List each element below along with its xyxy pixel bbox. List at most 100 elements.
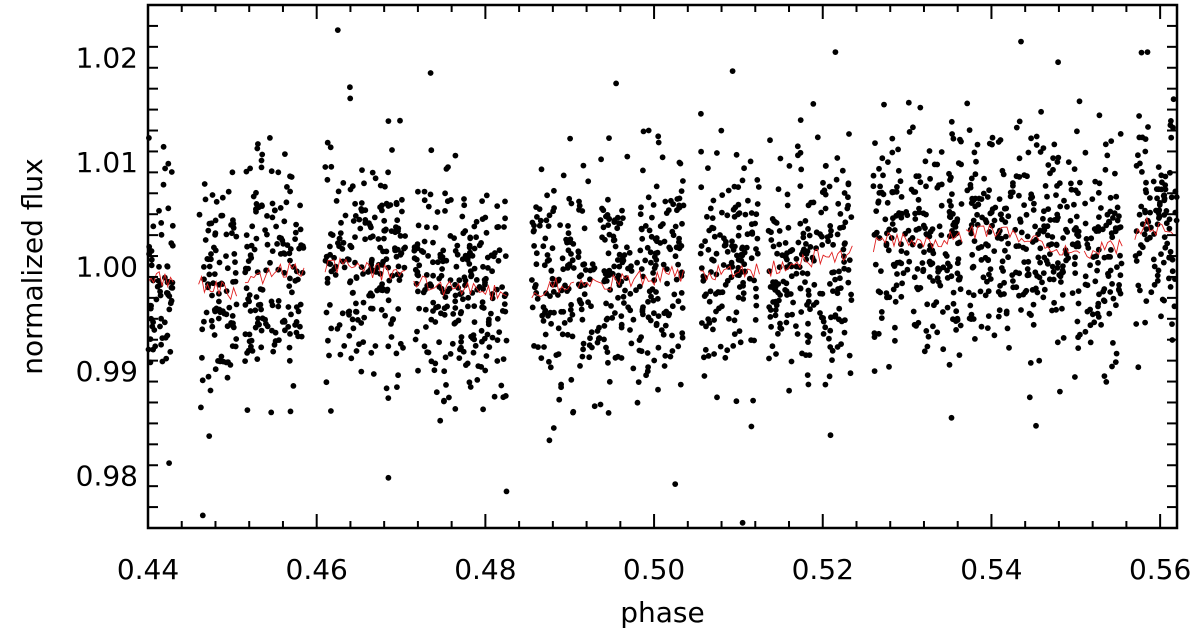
data-point-17 [157, 323, 163, 330]
data-point-1662 [921, 249, 927, 256]
data-point-269 [277, 205, 284, 211]
data-point-905 [678, 290, 685, 296]
data-point-603 [494, 203, 501, 210]
data-point-1069 [587, 267, 594, 274]
data-point-1434 [787, 261, 793, 268]
data-point-1443 [797, 285, 804, 291]
data-point-665 [503, 337, 510, 344]
data-point-1244 [714, 150, 720, 156]
data-point-1405 [805, 226, 811, 232]
data-point-1772 [972, 336, 978, 342]
data-point-1748 [1004, 325, 1011, 332]
data-point-1437 [804, 372, 811, 378]
data-point-356 [325, 337, 331, 344]
data-point-573 [441, 398, 447, 405]
data-point-1970 [1069, 241, 1076, 248]
data-point-1486 [915, 196, 922, 203]
data-point-1281 [770, 243, 777, 250]
data-point-2133 [1169, 256, 1176, 263]
data-point-1375 [838, 341, 844, 347]
data-point-720 [427, 281, 433, 288]
data-point-1680 [871, 368, 878, 374]
data-point-1306 [802, 279, 808, 285]
data-point-1640 [921, 348, 928, 355]
data-point-1378 [767, 284, 774, 290]
data-point-833 [529, 304, 536, 311]
data-point-739 [479, 338, 485, 345]
data-point-1727 [972, 171, 979, 178]
x-tick-label: 0.54 [960, 553, 1022, 586]
data-point-1235 [702, 346, 709, 353]
data-point-1173 [719, 209, 725, 216]
data-point-686 [465, 294, 472, 301]
data-point-410 [324, 139, 331, 146]
data-point-1441 [777, 320, 783, 327]
data-point-1841 [1065, 159, 1072, 166]
data-point-1033 [680, 178, 686, 184]
data-point-846 [549, 275, 556, 282]
data-point-582 [412, 336, 419, 343]
data-point-1537 [898, 248, 905, 255]
data-point-1393 [776, 241, 783, 248]
data-point-1719 [991, 217, 998, 224]
data-point-1095 [604, 315, 611, 322]
data-point-680 [479, 299, 486, 306]
data-point-2197 [613, 80, 619, 87]
data-point-1464 [840, 246, 847, 253]
data-point-669 [495, 257, 502, 264]
data-point-546 [449, 340, 456, 347]
data-point-933 [672, 223, 679, 230]
data-point-985 [679, 330, 686, 336]
data-point-2068 [1082, 328, 1089, 335]
data-point-1678 [955, 256, 962, 262]
data-point-1785 [1025, 149, 1032, 156]
data-point-307 [258, 344, 265, 351]
data-point-777 [566, 195, 573, 202]
data-point-1787 [1050, 166, 1056, 173]
data-point-1740 [1045, 206, 1052, 213]
data-point-1372 [778, 325, 785, 332]
data-point-512 [494, 315, 501, 322]
data-point-501 [358, 264, 365, 270]
data-point-1857 [1001, 279, 1007, 286]
data-point-638 [427, 191, 434, 198]
y-axis-label: normalized flux [16, 158, 49, 374]
data-point-371 [334, 325, 341, 332]
data-point-128 [229, 343, 236, 349]
data-point-679 [466, 242, 473, 249]
data-point-1953 [1069, 290, 1076, 296]
data-point-311 [385, 343, 392, 350]
data-point-244 [258, 202, 265, 209]
data-point-1974 [1075, 334, 1081, 341]
data-point-1008 [645, 364, 651, 370]
data-point-450 [326, 352, 332, 359]
data-point-1256 [731, 213, 738, 220]
data-point-1985 [978, 196, 985, 203]
data-point-714 [444, 288, 451, 295]
data-point-1999 [1110, 295, 1117, 302]
data-point-1145 [713, 250, 720, 257]
data-point-1472 [819, 242, 826, 248]
data-point-1884 [1064, 203, 1070, 210]
data-point-992 [598, 156, 604, 163]
data-point-1051 [662, 198, 669, 205]
data-point-1120 [699, 320, 705, 326]
data-point-1202 [729, 243, 735, 250]
data-point-995 [580, 162, 587, 169]
data-point-1667 [909, 241, 916, 248]
data-point-140 [223, 231, 230, 238]
data-point-1172 [754, 250, 761, 257]
data-point-803 [544, 258, 551, 264]
data-point-1298 [804, 270, 811, 277]
data-point-2046 [1101, 254, 1108, 261]
data-point-1874 [1055, 59, 1061, 66]
data-point-1686 [938, 202, 945, 209]
data-point-1981 [1075, 345, 1082, 351]
data-point-129 [216, 259, 223, 266]
data-point-1648 [945, 260, 951, 267]
data-point-1600 [924, 343, 931, 350]
data-point-1476 [810, 199, 817, 206]
data-point-2075 [1113, 350, 1120, 357]
data-point-586 [452, 281, 458, 288]
